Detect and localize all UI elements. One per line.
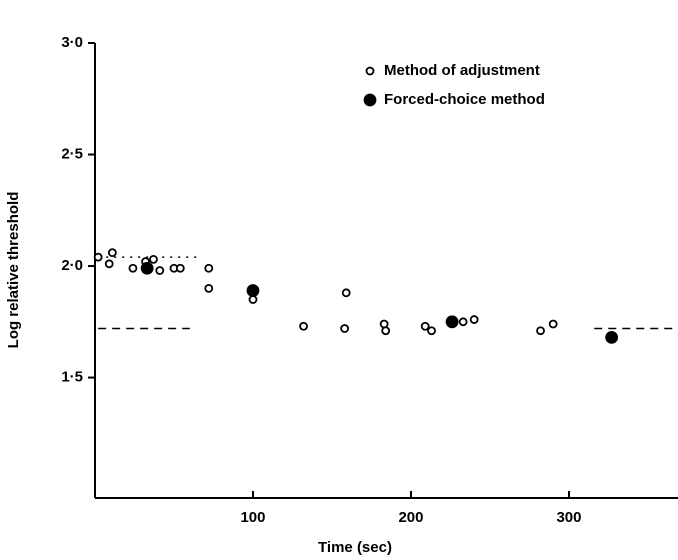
x-axis-label: Time (sec) — [318, 539, 392, 556]
point — [381, 326, 391, 336]
point — [341, 288, 351, 298]
point — [548, 319, 558, 329]
legend-marker — [363, 93, 377, 107]
point — [469, 315, 479, 324]
x-tick-label: 100 — [240, 509, 265, 526]
point — [246, 284, 260, 297]
point — [605, 331, 619, 344]
point — [299, 321, 308, 331]
point — [93, 252, 103, 262]
point — [107, 248, 117, 258]
point — [420, 321, 430, 331]
y-tick-label: 2·0 — [61, 257, 83, 274]
y-tick-label: 3·0 — [61, 34, 83, 51]
point — [536, 326, 545, 336]
point — [445, 315, 459, 329]
point — [149, 254, 158, 264]
point — [340, 324, 350, 333]
point — [140, 261, 154, 275]
point — [128, 263, 138, 273]
y-tick-label: 1·5 — [61, 369, 83, 386]
legend-label: Forced-choice method — [384, 91, 545, 108]
point — [204, 263, 214, 273]
point — [204, 283, 214, 293]
point — [155, 266, 165, 275]
x-tick-label: 200 — [398, 509, 423, 526]
x-tick-label: 300 — [556, 509, 581, 526]
point — [104, 259, 114, 269]
y-tick-label: 2·5 — [61, 145, 83, 162]
legend-marker — [365, 66, 375, 76]
point — [427, 326, 436, 336]
y-axis-label: Log relative threshold — [5, 192, 22, 349]
point — [248, 295, 258, 304]
legend-label: Method of adjustment — [384, 62, 540, 79]
point — [458, 317, 468, 327]
point — [175, 263, 185, 273]
